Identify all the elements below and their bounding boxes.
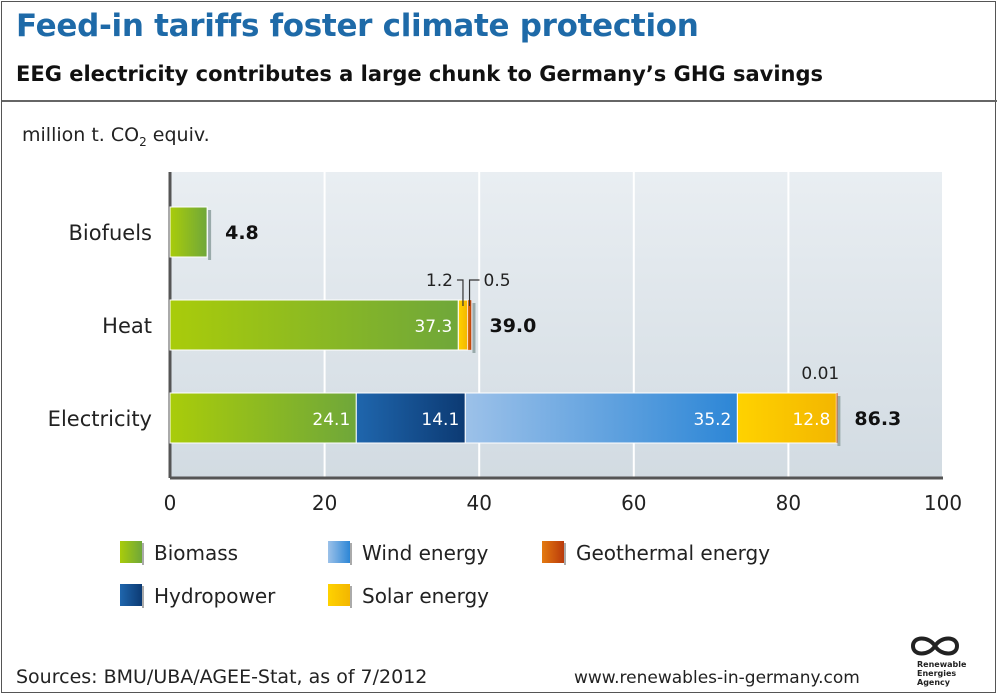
x-tick-label: 100	[924, 491, 962, 515]
legend-label-geothermal-energy: Geothermal energy	[576, 541, 770, 565]
bar-shadow	[837, 396, 841, 446]
bar-shadow	[208, 210, 212, 260]
bar-shadow	[472, 303, 476, 353]
website-link[interactable]: www.renewables-in-germany.com	[574, 668, 860, 688]
data-label-electricity-hydropower: 14.1	[421, 410, 459, 430]
legend-swatch-wind-energy	[328, 541, 350, 563]
data-label-heat-geothermal-energy: 0.5	[484, 271, 511, 291]
chart-subtitle: EEG electricity contributes a large chun…	[16, 62, 824, 86]
logo-line-2: Energies	[917, 669, 957, 678]
bar-electricity-hydropower	[355, 392, 466, 444]
header-rule	[2, 100, 997, 102]
axes: 0 20 40 60 80 100 Biofuels Heat Electricity	[48, 172, 962, 515]
data-label-electricity-wind-energy: 35.2	[694, 410, 732, 430]
category-label-heat: Heat	[102, 314, 152, 338]
callout-line-heat-geothermal	[468, 279, 480, 306]
category-label-biofuels: Biofuels	[69, 221, 153, 245]
data-label-electricity-geothermal-energy: 0.01	[801, 364, 839, 384]
total-label-electricity: 86.3	[854, 408, 901, 430]
legend-label-solar-energy: Solar energy	[362, 584, 489, 608]
x-tick-label: 0	[164, 491, 177, 515]
unit-prefix: million t. CO	[22, 124, 140, 146]
legend-swatch-shadow	[142, 586, 144, 608]
bar-heat-biomass	[169, 299, 459, 351]
x-tick-label: 40	[466, 491, 491, 515]
bar-labels: 4.8 37.3 39.0 24.1 14.1 35.2 12.8 86.3 1.2 0.5 0.0…	[225, 222, 901, 430]
chart-title: Feed-in tariffs foster climate protectio…	[16, 8, 699, 44]
infinity-logo-icon	[910, 636, 960, 656]
bar-electricity-biomass	[169, 392, 357, 444]
total-label-heat: 39.0	[489, 315, 536, 337]
sources-note: Sources: BMU/UBA/AGEE-Stat, as of 7/2012	[16, 666, 428, 688]
total-label-biofuels: 4.8	[225, 222, 259, 244]
x-tick-label: 60	[621, 491, 646, 515]
legend-swatch-shadow	[350, 543, 352, 565]
legend-swatch-geothermal-energy	[542, 541, 564, 563]
legend-label-biomass: Biomass	[154, 541, 238, 565]
data-label-electricity-biomass: 24.1	[312, 410, 350, 430]
legend-swatch-shadow	[564, 543, 566, 565]
unit-label: million t. CO2 equiv.	[22, 124, 210, 149]
callout-line-heat-solar	[456, 279, 464, 306]
agency-logo: Renewable Energies Agency	[905, 632, 985, 690]
legend-swatch-hydropower	[120, 584, 142, 606]
x-tick-label: 20	[312, 491, 337, 515]
logo-line-3: Agency	[917, 678, 950, 687]
logo-text: Renewable Energies Agency	[917, 660, 966, 687]
logo-line-1: Renewable	[917, 660, 967, 669]
data-label-electricity-solar-energy: 12.8	[792, 410, 830, 430]
legend-swatch-biomass	[120, 541, 142, 563]
category-label-electricity: Electricity	[48, 407, 152, 431]
bars	[169, 206, 841, 446]
bar-heat-solar-energy	[457, 299, 469, 351]
x-tick-label: 80	[776, 491, 801, 515]
legend-swatch-shadow	[142, 543, 144, 565]
legend-swatch-shadow	[350, 586, 352, 608]
bar-electricity-wind-energy	[464, 392, 738, 444]
legend-label-wind-energy: Wind energy	[362, 541, 488, 565]
legend-label-hydropower: Hydropower	[154, 584, 276, 608]
unit-subscript: 2	[139, 134, 147, 149]
bar-electricity-solar-energy	[736, 392, 837, 444]
bar-biofuels-biomass	[169, 206, 208, 258]
legend: Biomass Wind energy Geothermal energy Hydro…	[120, 541, 770, 608]
bar-heat-geothermal-energy	[467, 299, 472, 351]
unit-suffix: equiv.	[146, 124, 210, 146]
data-label-heat-solar-energy: 1.2	[426, 271, 453, 291]
data-label-heat-biomass: 37.3	[414, 317, 452, 337]
legend-swatch-solar-energy	[328, 584, 350, 606]
